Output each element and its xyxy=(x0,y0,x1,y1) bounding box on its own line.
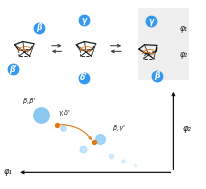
Text: β,β': β,β' xyxy=(23,98,35,105)
Text: φ₁: φ₁ xyxy=(179,24,187,33)
Text: γ: γ xyxy=(81,16,86,25)
Text: β: β xyxy=(153,71,159,80)
Text: β,γ': β,γ' xyxy=(112,125,124,131)
Text: φ₂: φ₂ xyxy=(181,124,190,133)
FancyBboxPatch shape xyxy=(138,8,188,81)
Text: φ₁: φ₁ xyxy=(4,167,12,176)
Text: φ₂: φ₂ xyxy=(179,50,187,59)
Text: β': β' xyxy=(9,65,17,74)
Text: δ': δ' xyxy=(80,73,87,82)
Text: β: β xyxy=(36,23,41,32)
Text: γ: γ xyxy=(147,17,153,26)
Text: γ,δ': γ,δ' xyxy=(58,110,70,116)
